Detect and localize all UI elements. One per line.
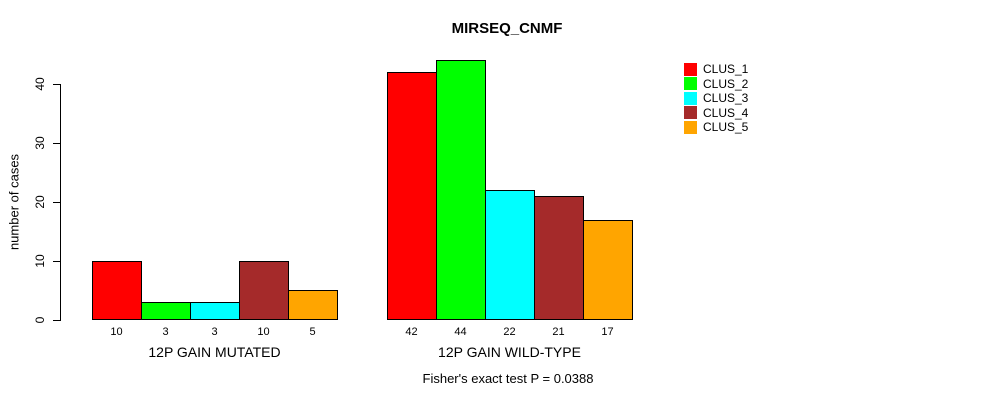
legend-item: CLUS_3 [684, 91, 748, 105]
y-axis-tick [53, 202, 61, 203]
y-axis-tick-label: 10 [33, 254, 47, 268]
footnote: Fisher's exact test P = 0.0388 [422, 371, 594, 386]
legend-item: CLUS_4 [684, 106, 748, 120]
bar-value-label: 17 [601, 326, 614, 338]
legend-swatch [684, 62, 697, 76]
legend-swatch [684, 106, 697, 119]
bar [387, 72, 437, 320]
bar-value-label: 5 [309, 326, 316, 338]
legend-swatch [684, 120, 697, 134]
bar-value-label: 3 [211, 326, 218, 338]
y-axis-tick-label: 40 [33, 77, 47, 91]
y-axis-tick [53, 84, 61, 85]
y-axis-tick-label: 30 [33, 136, 47, 150]
bar [141, 302, 191, 320]
legend-label: CLUS_3 [703, 91, 749, 105]
legend-item: CLUS_2 [684, 77, 748, 91]
y-axis-tick [53, 320, 61, 321]
bar-value-label: 21 [552, 326, 565, 338]
chart-title: MIRSEQ_CNMF [451, 20, 563, 37]
bar [485, 190, 535, 320]
bar-value-label: 22 [503, 326, 516, 338]
x-category-label: 12P GAIN MUTATED [148, 344, 281, 360]
legend-label: CLUS_1 [703, 62, 749, 76]
bar-value-label: 10 [110, 326, 123, 338]
bar [92, 261, 142, 320]
bar-value-label: 42 [405, 326, 418, 338]
bar-value-label: 44 [454, 326, 467, 338]
bar [239, 261, 289, 320]
bar [583, 220, 633, 320]
legend-label: CLUS_2 [703, 76, 749, 91]
bar-value-label: 10 [257, 326, 270, 338]
y-axis-tick [53, 261, 61, 262]
legend-item: CLUS_5 [684, 120, 748, 134]
legend-swatch [684, 77, 697, 90]
y-axis-tick-label: 20 [33, 195, 47, 209]
bar-value-label: 3 [162, 326, 169, 338]
bar [288, 290, 338, 320]
bar [436, 60, 486, 320]
x-category-label: 12P GAIN WILD-TYPE [438, 344, 581, 360]
bar [190, 302, 240, 320]
legend-label: CLUS_4 [703, 105, 749, 120]
legend-swatch [684, 91, 697, 105]
y-axis-tick [53, 143, 61, 144]
y-axis-tick-label: 0 [33, 316, 47, 324]
bar [534, 196, 584, 320]
legend-item: CLUS_1 [684, 62, 748, 76]
legend-label: CLUS_5 [703, 120, 749, 134]
